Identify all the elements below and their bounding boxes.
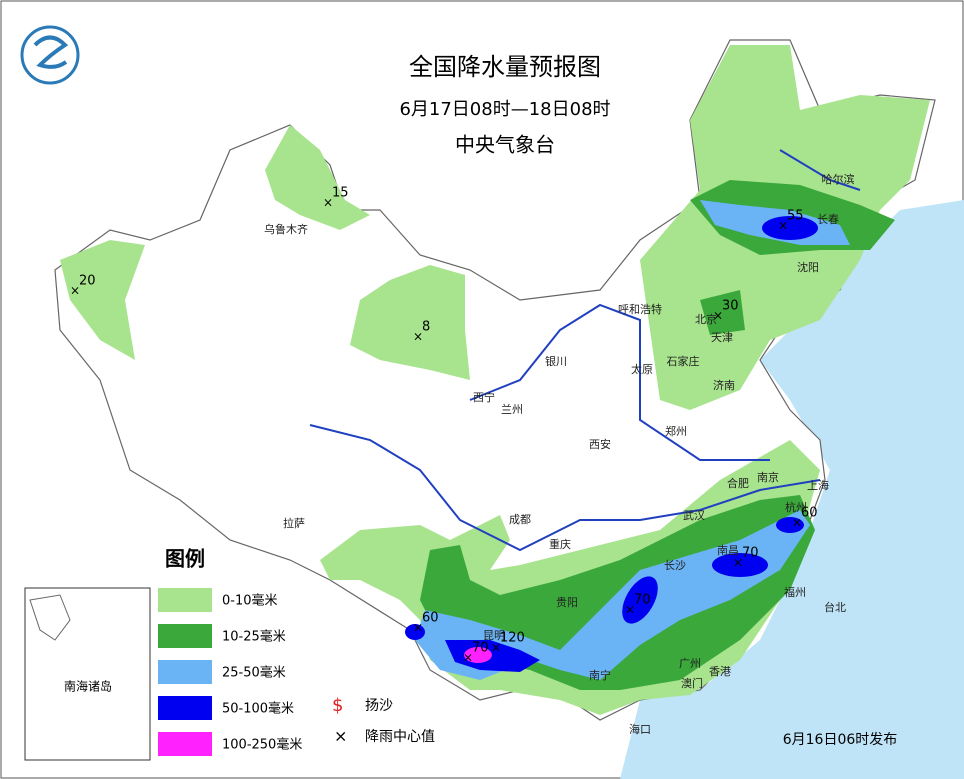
- legend-label: 10-25毫米: [222, 629, 286, 645]
- city-label: 郑州: [665, 424, 687, 438]
- city-label: 武汉: [683, 509, 705, 522]
- legend: 0-10毫米 10-25毫米 25-50毫米 50-100毫米 100-250毫米: [158, 588, 302, 756]
- city-label: 广州: [679, 657, 701, 670]
- city-label: 成都: [509, 513, 531, 526]
- sand-label: 扬沙: [365, 698, 393, 714]
- city-label: 香港: [709, 665, 731, 678]
- inset-coast: [29, 594, 71, 641]
- city-label: 长春: [817, 213, 839, 226]
- city-label: 海口: [629, 722, 651, 736]
- center-mark: ×: [413, 621, 423, 635]
- city-label: 长沙: [664, 559, 686, 572]
- center-value: 8: [422, 320, 430, 335]
- city-label: 哈尔滨: [822, 172, 855, 186]
- city-label: 呼和浩特: [618, 302, 662, 316]
- center-mark: ×: [413, 330, 423, 344]
- legend-swatch: [158, 588, 212, 612]
- center-value: 120: [500, 631, 525, 646]
- legend-swatch: [158, 660, 212, 684]
- rain-50-100: [405, 216, 818, 672]
- center-value: 60: [801, 506, 818, 521]
- center-value: 70: [634, 593, 651, 608]
- center-mark: ×: [778, 219, 788, 233]
- inset-box: [24, 587, 151, 761]
- center-value: 60: [422, 611, 439, 626]
- center-value: 55: [787, 209, 804, 224]
- city-label: 南昌: [717, 544, 739, 557]
- city-label: 太原: [631, 363, 653, 376]
- center-mark: ×: [625, 603, 635, 617]
- city-label: 乌鲁木齐: [264, 222, 308, 236]
- center-value: 15: [332, 186, 349, 201]
- center-value: 70: [472, 641, 489, 656]
- sand-symbol: $: [332, 695, 343, 716]
- legend-swatch: [158, 624, 212, 648]
- center-mark: ×: [70, 284, 80, 298]
- city-label: 北京: [695, 312, 717, 326]
- center-mark: ×: [792, 516, 802, 530]
- center-mark: ×: [491, 641, 501, 655]
- city-label: 西宁: [473, 390, 495, 404]
- rain-centers: ×15×20×8×55×30×60×70×70×60×70 ×120: [70, 186, 818, 665]
- city-label: 贵阳: [556, 596, 578, 609]
- city-label: 南宁: [589, 668, 611, 682]
- legend-label: 100-250毫米: [222, 737, 302, 753]
- center-mark: ×: [733, 556, 743, 570]
- rivers: [309, 149, 861, 552]
- city-label: 石家庄: [667, 354, 700, 368]
- city-label: 福州: [784, 585, 806, 599]
- center-symbol: ×: [334, 727, 347, 746]
- city-label: 兰州: [501, 403, 523, 416]
- city-label: 天津: [711, 331, 733, 344]
- issuer: 中央气象台: [455, 133, 555, 157]
- sea: [620, 200, 964, 779]
- center-value: 20: [79, 274, 96, 289]
- city-label: 银川: [545, 354, 567, 368]
- city-label: 台北: [824, 600, 846, 614]
- legend-title: 图例: [165, 547, 205, 571]
- city-label: 澳门: [681, 676, 703, 690]
- subtitle: 6月17日08时—18日08时: [399, 99, 610, 120]
- rain-100-250: [464, 647, 492, 663]
- center-mark: ×: [713, 309, 723, 323]
- title: 全国降水量预报图: [409, 53, 601, 81]
- center-label: 降雨中心值: [365, 729, 435, 745]
- legend-label: 50-100毫米: [222, 701, 294, 717]
- city-label: 重庆: [549, 537, 571, 551]
- center-value: 70: [742, 546, 759, 561]
- footer: 6月16日06时发布: [783, 732, 898, 748]
- city-label: 沈阳: [797, 260, 819, 274]
- legend-label: 0-10毫米: [222, 593, 278, 609]
- legend-label: 25-50毫米: [222, 665, 286, 681]
- city-label: 西安: [589, 437, 611, 451]
- city-label: 杭州: [785, 500, 807, 514]
- legend-swatch: [158, 732, 212, 756]
- center-mark: ×: [463, 651, 473, 665]
- legend-swatch: [158, 696, 212, 720]
- center-mark: ×: [323, 196, 333, 210]
- center-value: 30: [722, 299, 739, 314]
- city-label: 拉萨: [283, 516, 305, 530]
- logo-mark: [33, 35, 69, 69]
- city-label: 上海: [807, 478, 829, 492]
- city-label: 昆明: [483, 629, 505, 642]
- inset-label: 南海诸岛: [64, 679, 112, 694]
- city-label: 济南: [713, 378, 735, 392]
- city-label: 南京: [757, 470, 779, 484]
- city-label: 合肥: [727, 476, 749, 490]
